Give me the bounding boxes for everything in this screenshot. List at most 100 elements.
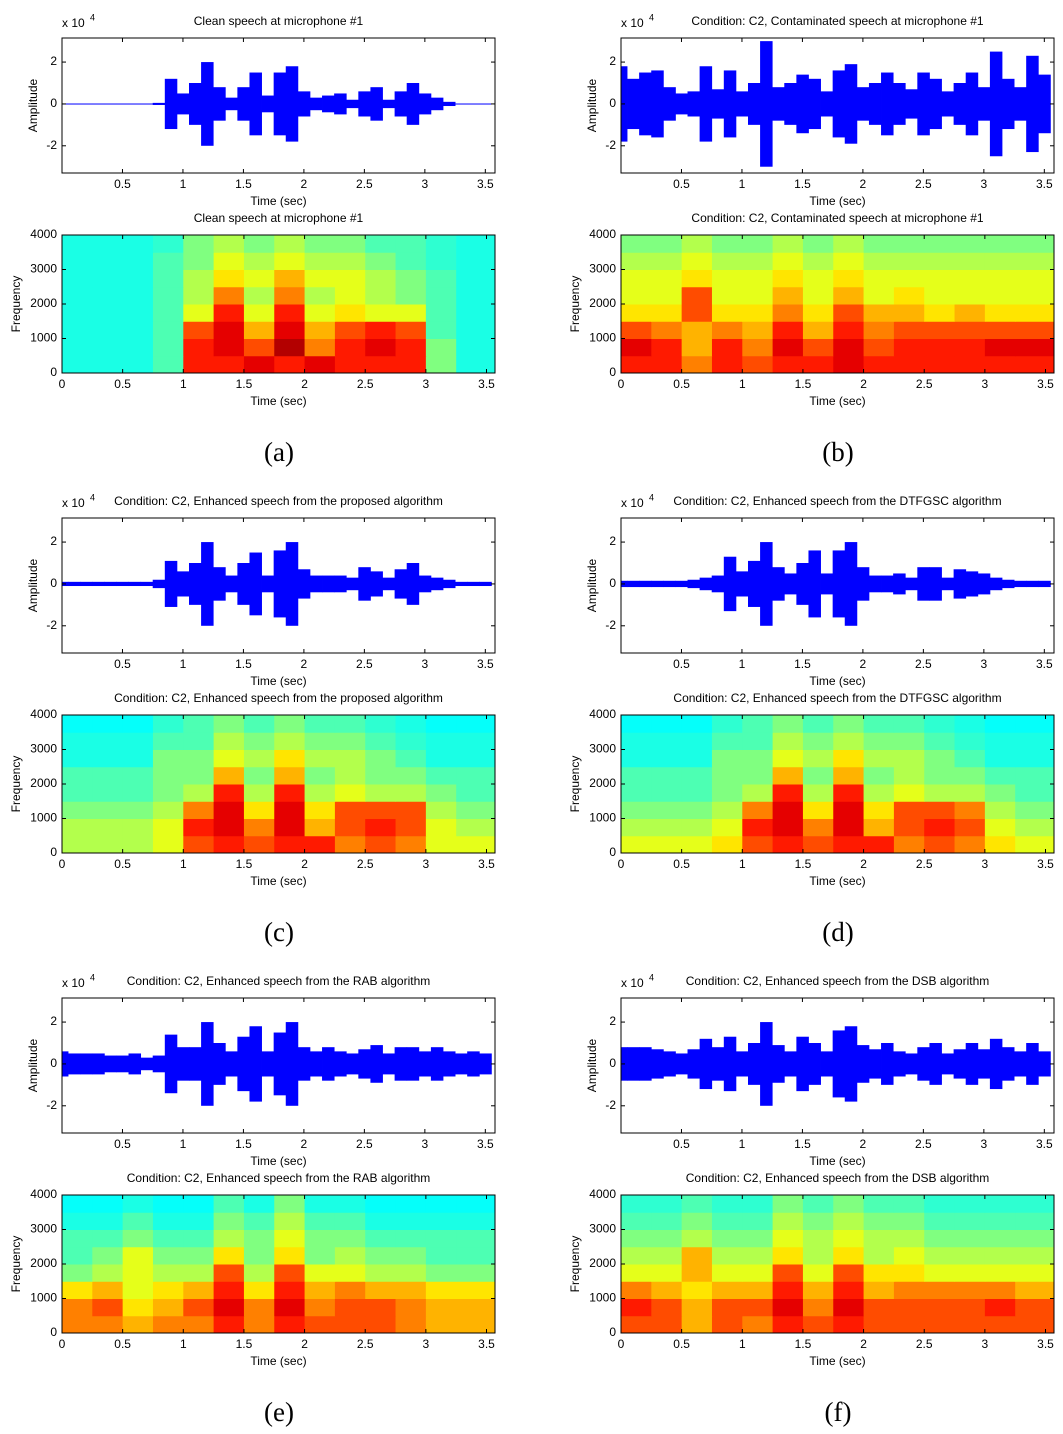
spectrogram-cell bbox=[681, 1281, 713, 1299]
spectrogram-cell bbox=[456, 801, 495, 819]
x-tick-label: 2 bbox=[860, 377, 867, 391]
spectrogram-cell bbox=[213, 269, 245, 288]
spectrogram-cell bbox=[274, 1298, 306, 1317]
waveform-envelope bbox=[152, 1055, 166, 1073]
x-tick-label: 0.5 bbox=[673, 1337, 690, 1351]
waveform-envelope bbox=[1026, 55, 1039, 153]
spectrogram-cell bbox=[621, 269, 652, 288]
spectrogram-cell bbox=[456, 321, 495, 339]
waveform-envelope bbox=[297, 1047, 311, 1081]
y-tick-label: 0 bbox=[50, 576, 57, 590]
spectrogram-cell bbox=[243, 1246, 275, 1265]
spectrogram-cell bbox=[274, 801, 306, 819]
spectrogram-cell bbox=[863, 321, 895, 339]
x-tick-label: 1.5 bbox=[795, 857, 812, 871]
spectrogram-cell bbox=[456, 304, 495, 322]
spectrogram-cell bbox=[304, 252, 336, 270]
spectrogram-cell bbox=[304, 835, 336, 853]
waveform-envelope bbox=[675, 580, 688, 588]
waveform-plot: 0.5 1 1.5 2 2.5 3 3.5 -2 0 2 Condition: C2, Enhanc… bbox=[26, 972, 496, 1168]
waveform-envelope bbox=[917, 567, 930, 601]
spectrogram-cell bbox=[395, 1315, 427, 1333]
marks bbox=[62, 62, 492, 146]
x-tick-label: 1.5 bbox=[794, 177, 811, 191]
spectrogram-cell bbox=[772, 749, 804, 768]
spectrogram-cell bbox=[62, 1246, 93, 1265]
spectrogram-cell bbox=[274, 732, 306, 750]
spectrogram-cell bbox=[243, 1229, 275, 1248]
spectrogram-cell bbox=[772, 355, 804, 373]
spectrogram-cell bbox=[863, 1264, 895, 1282]
x-tick-label: 2.5 bbox=[356, 1137, 373, 1151]
spectrogram-cell bbox=[365, 818, 397, 837]
spectrogram-cell bbox=[92, 1315, 124, 1333]
spectrogram-cell bbox=[1015, 749, 1054, 768]
spectrogram-cell bbox=[833, 1264, 865, 1282]
spectrogram-cell bbox=[62, 252, 93, 270]
spectrogram-cell bbox=[274, 1315, 306, 1333]
waveform-envelope bbox=[639, 72, 652, 136]
waveform-envelope bbox=[711, 89, 725, 119]
waveform-envelope bbox=[627, 580, 640, 588]
spectrogram-cell bbox=[651, 1315, 683, 1333]
spectrogram-cell bbox=[456, 1298, 495, 1317]
spectrogram-cell bbox=[304, 1229, 336, 1248]
spectrogram-cell bbox=[984, 1315, 1016, 1333]
waveform-envelope bbox=[128, 581, 142, 587]
x-axis-label: Time (sec) bbox=[809, 674, 865, 688]
spectrogram-cell bbox=[122, 766, 154, 785]
spectrogram-cell bbox=[183, 749, 215, 768]
spectrogram-cell bbox=[863, 1246, 895, 1265]
spectrogram-cell bbox=[742, 1264, 774, 1282]
x-tick-label: 3 bbox=[423, 857, 430, 871]
spectrogram-cell bbox=[213, 818, 245, 837]
waveform-envelope bbox=[784, 573, 797, 595]
spectrogram-cell bbox=[772, 1298, 804, 1317]
chart-title: Condition: C2, Contaminated speech at mi… bbox=[691, 14, 984, 28]
spectrogram-cell bbox=[304, 269, 336, 288]
spectrogram-cell bbox=[742, 304, 774, 322]
spectrogram-cell bbox=[334, 1229, 366, 1248]
spectrogram-cell bbox=[833, 732, 865, 750]
spectrogram-cell bbox=[152, 235, 184, 253]
spectrogram-cell bbox=[183, 835, 215, 853]
spectrogram-cell bbox=[681, 1264, 713, 1282]
spectrogram-cell bbox=[772, 321, 804, 339]
waveform-envelope bbox=[917, 72, 930, 136]
spectrogram-cell bbox=[122, 1264, 154, 1282]
x-tick-label: 3 bbox=[422, 1137, 429, 1151]
spectrogram-cell bbox=[772, 1212, 804, 1230]
spectrogram-cell bbox=[152, 784, 184, 802]
spectrogram-cell bbox=[954, 1212, 986, 1230]
spectrogram-cell bbox=[711, 1195, 743, 1213]
spectrogram-cell bbox=[122, 338, 154, 357]
waveform-envelope bbox=[784, 1051, 797, 1077]
spectrogram-cell bbox=[802, 1212, 834, 1230]
spectrogram-cell bbox=[681, 784, 713, 802]
spectrogram-cell bbox=[213, 1212, 245, 1230]
spectrogram-cell bbox=[334, 269, 366, 288]
spectrogram-cell bbox=[621, 286, 652, 305]
waveform-envelope bbox=[699, 1038, 713, 1090]
spectrogram-cell bbox=[183, 235, 215, 253]
spectrogram-cell bbox=[183, 1195, 215, 1213]
y-tick-label: 3000 bbox=[30, 742, 57, 756]
spectrogram-cell bbox=[621, 818, 652, 837]
spectrogram-cell bbox=[183, 1212, 215, 1230]
waveform-envelope bbox=[832, 70, 846, 138]
spectrogram-cell bbox=[893, 1315, 925, 1333]
x-tick-label: 3 bbox=[981, 177, 988, 191]
spectrogram-cell bbox=[954, 1229, 986, 1248]
spectrogram-cell bbox=[954, 818, 986, 837]
x-tick-label: 0.5 bbox=[673, 177, 690, 191]
spectrogram-cell bbox=[152, 338, 184, 357]
waveform-envelope bbox=[128, 103, 142, 105]
waveform-envelope bbox=[92, 1053, 105, 1075]
x-tick-label: 0 bbox=[618, 377, 625, 391]
waveform-envelope bbox=[844, 64, 858, 144]
spectrogram-plot: 0 0.5 1 1.5 2 2.5 3 3.5 0 1000 2000 3000 4000 Clean s… bbox=[9, 211, 496, 467]
spectrogram-cell bbox=[954, 749, 986, 768]
spectrogram-cell bbox=[742, 269, 774, 288]
waveform-envelope bbox=[663, 580, 676, 588]
